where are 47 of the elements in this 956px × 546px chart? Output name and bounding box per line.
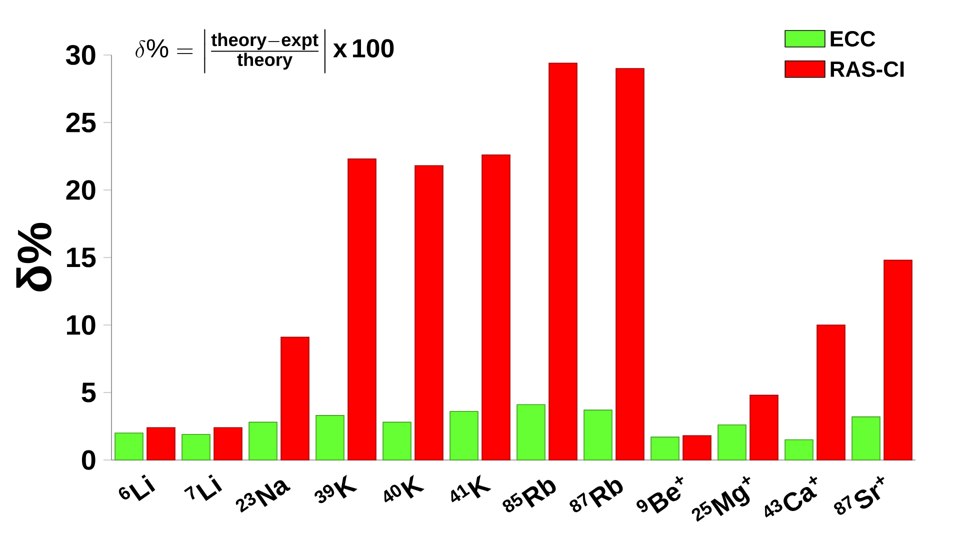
y-tick-label: 20 <box>66 180 96 200</box>
bar <box>884 260 912 460</box>
bar <box>682 435 712 460</box>
bar <box>816 324 846 460</box>
x-tick-label: $^{7}$Li <box>184 474 222 501</box>
y-tick-label: 0 <box>82 450 96 470</box>
bar <box>450 411 478 460</box>
bar <box>316 415 344 460</box>
bar <box>280 336 310 460</box>
legend-label: ECC <box>830 31 876 47</box>
bar <box>718 424 746 460</box>
bar <box>182 434 210 460</box>
bar <box>348 158 376 460</box>
legend-label: RAS-CI <box>830 61 904 77</box>
bar <box>414 165 444 460</box>
y-tick-label: 10 <box>67 315 96 335</box>
x-tick-label: $^{39}$K <box>314 474 358 504</box>
y-tick-label: 30 <box>66 45 96 65</box>
bar <box>482 154 510 460</box>
bar <box>784 439 814 460</box>
bar <box>616 68 644 460</box>
bar <box>650 436 680 460</box>
bar <box>214 427 242 460</box>
bar <box>750 394 778 460</box>
bar <box>584 410 612 460</box>
y-axis-title: δ% <box>16 222 52 292</box>
bar <box>248 422 278 460</box>
x-tick-label: $^{40}$K <box>384 474 425 502</box>
x-tick-label: $^{9}$Be$^{+}$ <box>636 476 684 514</box>
x-tick-label: $^{41}$K <box>451 474 492 502</box>
x-tick-label: $^{43}$Ca$^{+}$ <box>764 476 818 518</box>
x-tick-label: $^{25}$Mg$^{+}$ <box>692 476 750 522</box>
annotation: $\delta\%=\left|\frac{\mathbf{theory}-\mathbf{expt}}{\mathbf{theory}}\right|\mathbf{x\,100}$ <box>136 29 394 74</box>
y-tick-label: 15 <box>67 248 96 268</box>
x-tick-label: $^{85}$Rb <box>502 479 556 512</box>
y-tick-label: 5 <box>82 382 96 402</box>
x-tick-label: $^{23}$Na <box>236 480 291 513</box>
bar <box>114 432 144 460</box>
bar <box>516 404 546 460</box>
x-tick-label: $^{87}$Rb <box>570 479 623 512</box>
x-tick-label: $^{87}$Sr$^{+}$ <box>834 476 884 515</box>
x-tick-label: $^{6}$Li <box>118 474 156 502</box>
bar <box>146 427 176 460</box>
bar <box>852 416 880 460</box>
bar <box>382 422 412 460</box>
y-tick-label: 25 <box>66 112 96 132</box>
bar <box>548 62 578 460</box>
